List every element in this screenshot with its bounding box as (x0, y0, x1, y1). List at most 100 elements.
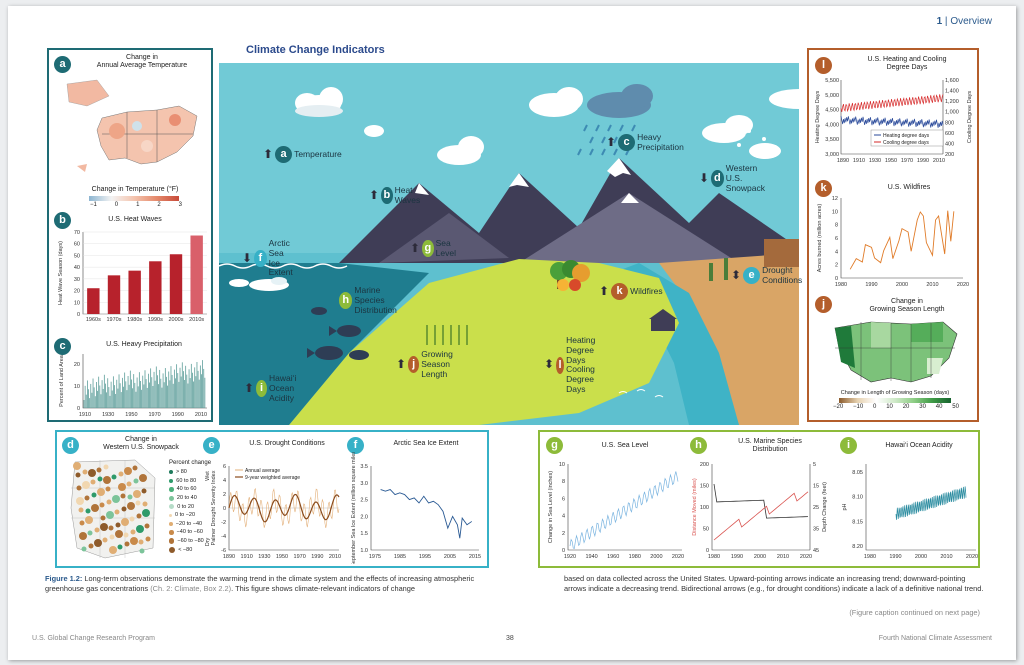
y-tick-label: 70 (74, 230, 80, 236)
panel-b-title: U.S. Heat Waves (108, 216, 162, 223)
scene-label-text: Arctic Sea Ice Extent (268, 238, 293, 278)
growing-season-map (834, 321, 958, 383)
y-tick-label: -4 (221, 534, 226, 540)
panel-label-i: i (840, 437, 857, 454)
y-axis-label: Change in Sea Level (inches) (548, 471, 554, 543)
legend-tick: −10 (853, 404, 864, 410)
bar (87, 288, 100, 314)
scene-label-text: Heating Degree Days Cooling Degree Days (566, 335, 596, 394)
scene-label-heat_waves: ⬆ b Heat Waves (369, 185, 426, 206)
caption-ref[interactable]: (Ch. 2: Climate, Box 2.2) (150, 583, 232, 593)
x-tick-label: 2010 (329, 554, 341, 560)
up-arrow-icon: ⬆ (369, 187, 380, 202)
y-tick-label: 45 (813, 548, 819, 554)
bar (169, 254, 183, 314)
legend-label: Annual average (245, 468, 280, 474)
x-tick-label: 1990 (172, 412, 184, 418)
x-tick-label: 1995 (419, 554, 431, 560)
indicator-badge-j: j (408, 356, 420, 374)
panel-label-g: g (546, 437, 563, 454)
panel-lkj: l U.S. Heating and Cooling Degree Days 5… (807, 48, 979, 422)
y-tick-label: 0 (77, 312, 80, 318)
y-tick-label: 150 (700, 484, 709, 490)
legend-dot (169, 504, 175, 510)
degree-days-chart: 5,500 5,000 4,500 4,000 3,500 3,000 1,600 1,400… (815, 78, 973, 164)
snowpack-dot (138, 539, 144, 545)
panel-label-e: e (203, 437, 220, 454)
legend-tick: −1 (89, 202, 97, 208)
y-tick-label: 0 (562, 548, 565, 554)
panel-ghi: g U.S. Sea Level 10 8 6 4 2 0 1920 1940 1960 1980… (538, 430, 980, 568)
axis-lines (82, 232, 207, 315)
x-tick-label: 2015 (469, 554, 481, 560)
y-tick-label: 8 (835, 223, 838, 229)
snowpack-dot (82, 469, 88, 475)
scene-label-temperature: ⬆ a Temperature (263, 146, 342, 163)
legend-dot (169, 530, 174, 535)
legend-dot (169, 538, 175, 544)
panel-l-title: U.S. Heating and Cooling Degree Days (867, 56, 947, 72)
snowpack-dot (79, 520, 85, 526)
axis-lines (840, 80, 943, 155)
y-tick-label: 1.5 (360, 531, 368, 537)
scene-label-text: Wildfires (630, 285, 663, 296)
x-tick-label: 1930 (258, 554, 270, 560)
figure-caption-right: based on data collected across the Unite… (564, 574, 984, 593)
panel-label-a: a (54, 56, 71, 73)
x-tick-label: 1930 (869, 158, 881, 164)
snowpack-dot (78, 507, 84, 513)
y-tick-label: 6 (562, 496, 565, 502)
legend-tick: 0 (114, 202, 119, 208)
snowpack-dot (118, 483, 126, 491)
x-tick-label: 2020 (957, 282, 969, 288)
x-tick-label: 2010 (940, 554, 952, 560)
x-tick-label: 1910 (79, 412, 91, 418)
indicator-badge-l: l (556, 356, 565, 374)
panel-i-title: Hawai‘i Ocean Acidity (885, 442, 953, 449)
y-tick-label: 1,000 (945, 110, 959, 116)
section-header: 1 | Overview (937, 16, 992, 27)
x-tick-label: 1950 (125, 412, 137, 418)
x-tick-label: 1990s (148, 317, 163, 323)
snowpack-dot (126, 481, 132, 487)
x-tick-label: 1930 (102, 412, 114, 418)
separator: | (944, 16, 948, 27)
legend-label: −20 to −40 (175, 520, 203, 527)
legend-tick: 10 (886, 404, 893, 410)
snowpack-dot (82, 481, 90, 489)
x-tick-label: 2010 (933, 158, 945, 164)
snowpack-dot (109, 546, 117, 554)
y-tick-label: 3,500 (825, 137, 839, 143)
scene-label-marine: h Marine Species Distribution (339, 285, 401, 315)
footer-left: U.S. Global Change Research Program (32, 635, 155, 642)
x-tick-label: 2020 (966, 554, 978, 560)
weighted-line (228, 493, 340, 523)
snowpack-dot (105, 486, 111, 492)
x-tick-label: 1990 (311, 554, 323, 560)
snowpack-dot (112, 495, 120, 503)
x-tick-label: 2000 (915, 554, 927, 560)
footer-right: Fourth National Climate Assessment (878, 635, 992, 642)
section-number: 1 (936, 16, 943, 27)
snowpack-dot (100, 523, 108, 531)
y-tick-label: 50 (74, 253, 80, 259)
y-tick-label: 4 (223, 478, 226, 484)
bar (107, 275, 121, 314)
down-arrow-icon: ⬇ (242, 250, 253, 265)
caption-text-2: . This figure shows climate-relevant ind… (231, 583, 416, 593)
y-tick-label: 6 (835, 236, 838, 242)
indicator-badge-b: b (381, 187, 393, 205)
panel-a-title: Change in Annual Average Temperature (96, 54, 188, 70)
y-tick-label: -2 (221, 520, 226, 526)
snowpack-dot (136, 513, 142, 519)
x-tick-label: 1990 (889, 554, 901, 560)
scene-label-text: Growing Season Length (421, 349, 453, 379)
y-tick-label: 1,600 (945, 78, 959, 84)
y-tick-label: 5,500 (825, 78, 839, 84)
x-tick-label: 1960s (86, 317, 101, 323)
snowpack-dot (132, 465, 138, 471)
snowpack-dot (141, 488, 147, 494)
y-axis-label-left: Distance Moved (miles) (692, 478, 698, 536)
snowpack-dot (84, 495, 90, 501)
indicator-badge-g: g (422, 240, 434, 258)
